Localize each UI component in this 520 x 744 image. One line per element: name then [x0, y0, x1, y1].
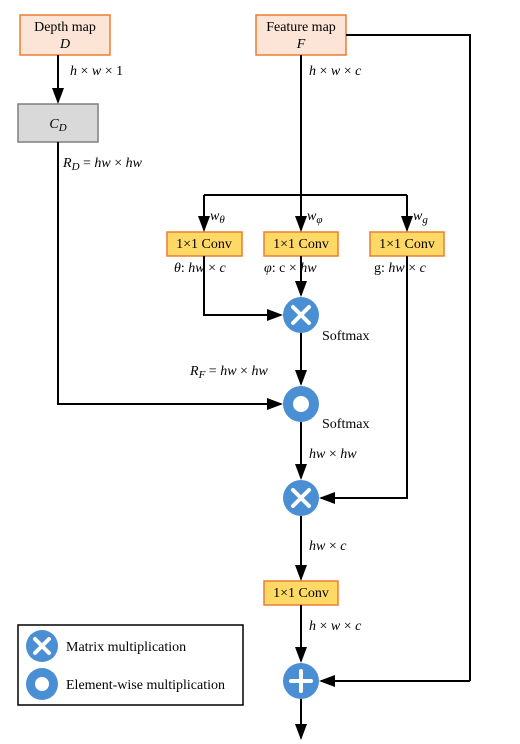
svg-text:1×1 Conv: 1×1 Conv	[273, 237, 329, 252]
feature-map-sub: F	[296, 37, 306, 52]
matmul-op-1	[283, 297, 319, 333]
feature-map-title: Feature map	[266, 20, 336, 35]
label-g: g: hw × c	[374, 261, 427, 276]
label-phi: φ: c × hw	[264, 261, 317, 276]
add-op	[283, 663, 319, 699]
legend-matmul-label: Matrix multiplication	[66, 640, 186, 655]
label-theta: θ: hw × c	[174, 261, 227, 276]
label-w-theta: wθ	[210, 209, 225, 226]
cd-box: CD	[18, 104, 98, 142]
depth-map-title: Depth map	[34, 20, 96, 35]
conv-final-box: 1×1 Conv	[264, 581, 338, 605]
label-f-dim: h × w × c	[309, 64, 362, 79]
legend: Matrix multiplication Element-wise multi…	[18, 625, 243, 705]
label-softmax1: Softmax	[322, 329, 369, 344]
depth-map-box: Depth map D	[20, 15, 110, 55]
svg-text:1×1 Conv: 1×1 Conv	[379, 237, 435, 252]
elemmul-op	[283, 386, 319, 422]
svg-text:1×1 Conv: 1×1 Conv	[176, 237, 232, 252]
label-hwc: hw × c	[309, 539, 347, 554]
label-hwhw: hw × hw	[309, 447, 357, 462]
depth-map-sub: D	[59, 37, 70, 52]
conv-theta-box: 1×1 Conv	[167, 232, 242, 256]
conv-g-box: 1×1 Conv	[370, 232, 444, 256]
label-w-g: wg	[413, 209, 428, 226]
label-rf: RF = hw × hw	[189, 364, 268, 381]
label-softmax2: Softmax	[322, 417, 369, 432]
label-w-phi: wφ	[307, 209, 322, 226]
label-d-dim: h × w × 1	[70, 64, 123, 79]
feature-map-box: Feature map F	[256, 15, 346, 55]
label-hwc2: h × w × c	[309, 619, 362, 634]
label-rd: RD = hw × hw	[62, 156, 143, 173]
matmul-op-2	[283, 480, 319, 516]
svg-text:1×1 Conv: 1×1 Conv	[273, 586, 329, 601]
conv-phi-box: 1×1 Conv	[264, 232, 338, 256]
legend-elem-label: Element-wise multiplication	[66, 678, 225, 693]
